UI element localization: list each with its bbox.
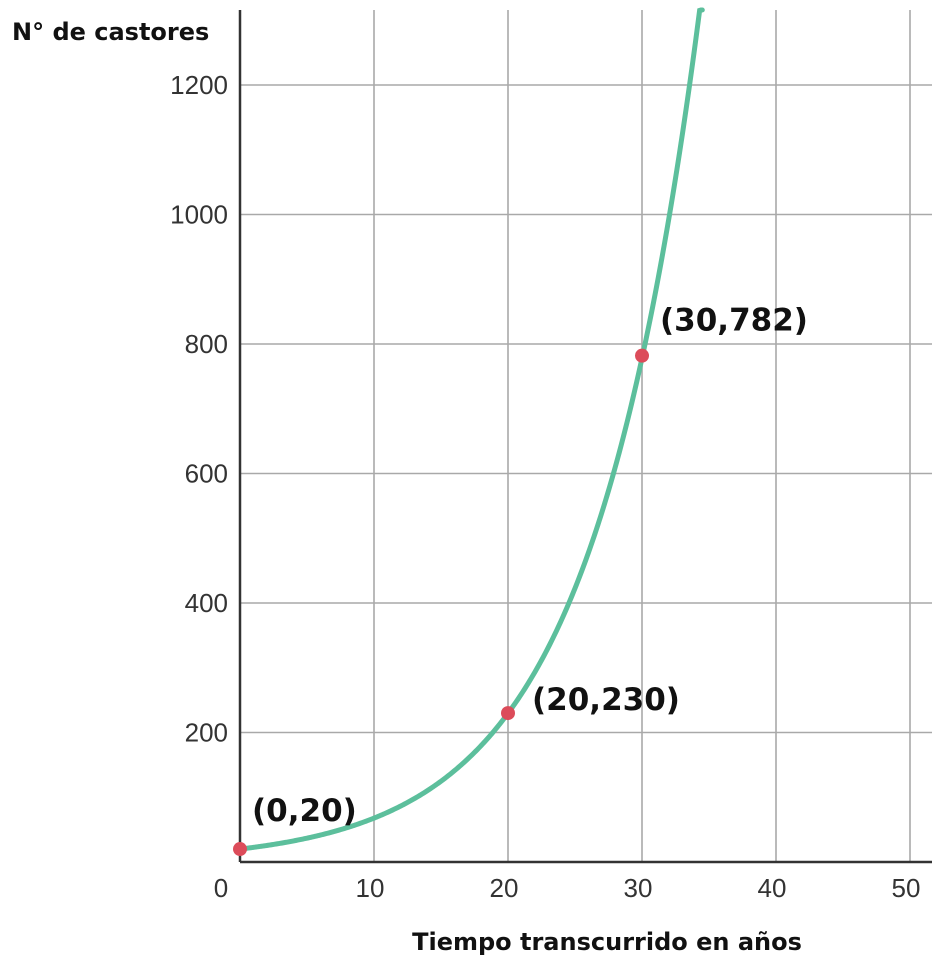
x-tick-label-40: 40 — [758, 873, 787, 903]
data-point-20 — [501, 706, 515, 721]
y-tick-label-200: 200 — [185, 718, 228, 748]
y-axis-title: N° de castores — [12, 18, 209, 46]
growth-curve — [237, 7, 705, 852]
data-point-label-30: (30,782) — [660, 303, 808, 339]
x-tick-label-30: 30 — [624, 873, 653, 903]
x-tick-label-50: 50 — [892, 873, 921, 903]
y-tick-label-1000: 1000 — [170, 200, 228, 230]
y-tick-label-600: 600 — [185, 459, 228, 489]
x-axis-title: Tiempo transcurrido en años — [412, 928, 802, 956]
x-tick-label-20: 20 — [490, 873, 519, 903]
data-points: (0,20) (20,230) (30,782) — [233, 303, 808, 857]
x-tick-labels: 0 10 20 30 40 50 — [214, 873, 921, 903]
data-point-0 — [233, 842, 247, 857]
x-tick-label-0: 0 — [214, 873, 228, 903]
y-tick-labels: 200 400 600 800 1000 1200 — [170, 70, 228, 748]
y-tick-label-400: 400 — [185, 588, 228, 618]
y-tick-label-1200: 1200 — [170, 70, 228, 100]
data-point-label-20: (20,230) — [532, 682, 680, 718]
x-tick-label-10: 10 — [356, 873, 385, 903]
grid — [240, 10, 932, 862]
y-tick-label-800: 800 — [185, 329, 228, 359]
data-point-label-0: (0,20) — [252, 793, 357, 829]
data-point-30 — [635, 348, 649, 363]
